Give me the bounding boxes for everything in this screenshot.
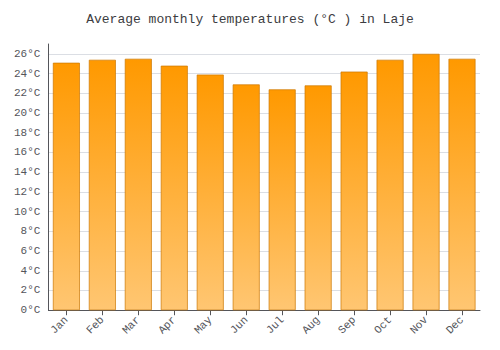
svg-text:Nov: Nov [408,314,431,337]
svg-text:16°C: 16°C [14,146,41,158]
svg-text:Mar: Mar [120,314,142,336]
svg-text:Oct: Oct [372,314,394,336]
svg-text:Aug: Aug [300,314,322,336]
svg-text:Jul: Jul [264,314,286,336]
svg-text:12°C: 12°C [14,186,41,198]
svg-text:10°C: 10°C [14,206,41,218]
svg-text:May: May [192,314,215,337]
svg-text:Jun: Jun [228,314,250,336]
svg-text:0°C: 0°C [21,304,41,316]
svg-text:8°C: 8°C [21,225,41,237]
svg-text:Apr: Apr [156,314,178,336]
svg-text:4°C: 4°C [21,265,41,277]
svg-text:Sep: Sep [336,314,358,336]
svg-text:20°C: 20°C [14,107,41,119]
svg-text:18°C: 18°C [14,127,41,139]
svg-text:6°C: 6°C [21,245,41,257]
svg-text:Feb: Feb [84,314,106,336]
svg-text:24°C: 24°C [14,68,41,80]
svg-text:26°C: 26°C [14,48,41,60]
svg-text:22°C: 22°C [14,87,41,99]
svg-text:2°C: 2°C [21,284,41,296]
svg-text:14°C: 14°C [14,166,41,178]
svg-text:Dec: Dec [444,314,466,336]
svg-text:Jan: Jan [48,314,70,336]
svg-text:Average monthly temperatures (: Average monthly temperatures (°C ) in La… [86,12,414,27]
